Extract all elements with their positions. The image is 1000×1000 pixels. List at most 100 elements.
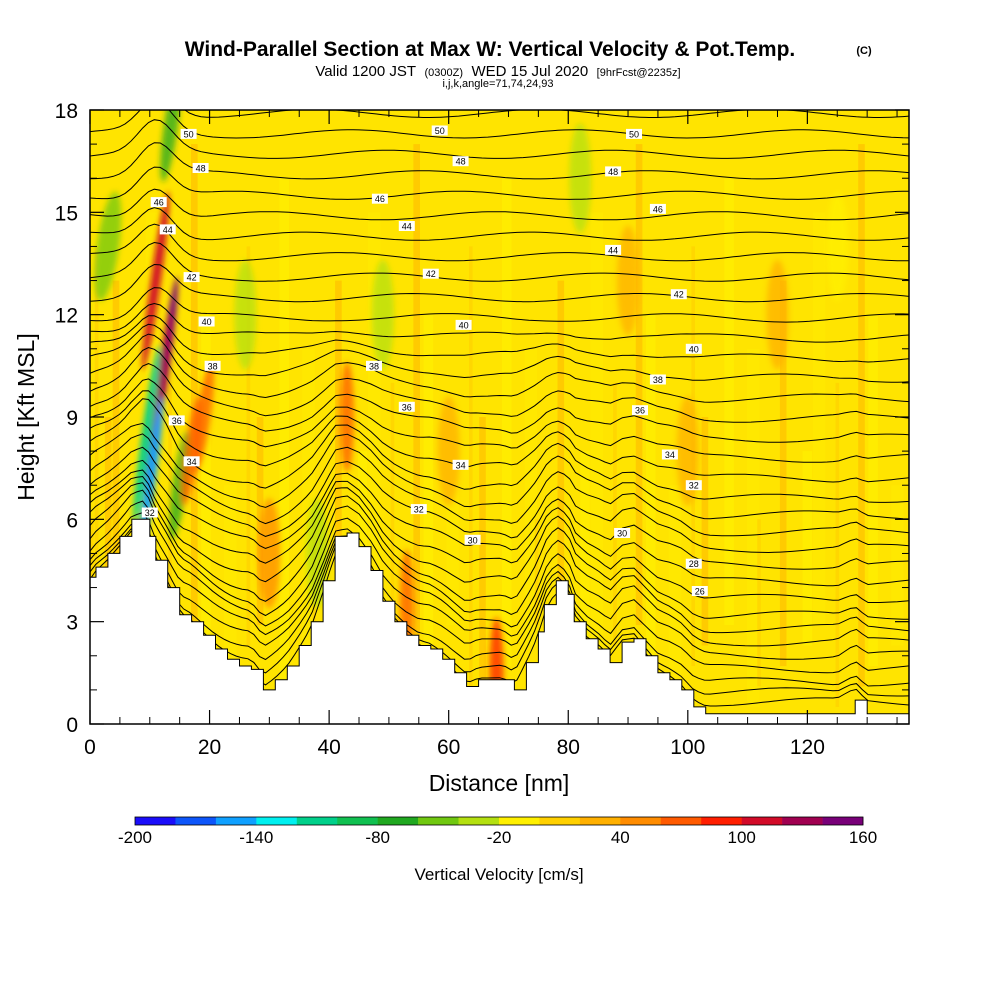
contour-label-bg <box>649 203 666 214</box>
velocity-field <box>90 110 909 714</box>
colorbar-title: Vertical Velocity [cm/s] <box>414 865 583 884</box>
chart-title: Wind-Parallel Section at Max W: Vertical… <box>185 38 796 61</box>
contour-label-bg <box>452 156 469 167</box>
velocity-stripe <box>779 280 787 667</box>
theta-contour <box>90 446 909 554</box>
theta-contour <box>90 110 909 118</box>
theta-contour <box>90 263 909 303</box>
velocity-cell <box>569 123 592 234</box>
colorbar-swatch <box>701 817 742 825</box>
colorbar-swatch <box>215 817 257 825</box>
colorbar-tick-label: -20 <box>487 828 512 847</box>
velocity-stripe <box>701 417 709 646</box>
contour-label-bg <box>150 197 167 208</box>
contour-label-bg <box>204 360 221 371</box>
contour-label-bg <box>192 163 209 173</box>
contour-label: 34 <box>456 460 466 470</box>
theta-contour <box>90 110 909 139</box>
x-axis-label: Distance [nm] <box>429 770 570 796</box>
contour-label: 32 <box>414 505 424 515</box>
contour-label: 48 <box>196 164 206 174</box>
contour-label: 34 <box>187 457 197 467</box>
velocity-stripe <box>747 348 760 707</box>
velocity-stripe <box>868 314 878 666</box>
theta-contour <box>90 241 909 282</box>
contour-label: 42 <box>426 269 436 279</box>
y-axis-label: Height [Kft MSL] <box>13 333 39 500</box>
contour-label-bg <box>605 244 622 255</box>
velocity-stripe <box>891 485 904 646</box>
contour-label: 34 <box>665 450 675 460</box>
contour-label-bg <box>649 374 666 385</box>
contour-label: 48 <box>456 157 466 167</box>
x-tick-label: 60 <box>437 736 460 759</box>
velocity-stripe <box>668 485 682 687</box>
contour-label-bg <box>685 343 702 354</box>
colorbar-tick-label: -140 <box>239 828 273 847</box>
theta-contour <box>90 459 909 570</box>
velocity-cell <box>766 259 789 370</box>
x-tick-label: 20 <box>198 736 221 759</box>
velocity-stripe <box>413 144 420 667</box>
contour-label-bg <box>455 319 472 330</box>
contour-label: 40 <box>459 320 469 330</box>
velocity-stripe <box>469 246 473 707</box>
velocity-stripe <box>246 246 251 646</box>
contour-label: 36 <box>635 406 645 416</box>
contour-label-bg <box>632 405 648 416</box>
colorbar: -200 -140 -80 -20 40 100 160 <box>118 816 877 847</box>
colorbar-swatch <box>256 817 298 825</box>
contour-label: 46 <box>653 204 663 214</box>
theta-contour <box>90 378 909 463</box>
theta-contour <box>90 119 909 159</box>
colorbar-swatch <box>377 817 419 825</box>
contour-label-bg <box>626 128 642 139</box>
theta-contour <box>90 512 909 660</box>
velocity-stripe <box>646 314 656 707</box>
contour-label: 32 <box>145 508 155 518</box>
contour-label-bg <box>670 289 687 300</box>
theta-contour <box>90 323 909 383</box>
velocity-cell <box>94 191 122 301</box>
colorbar-frame <box>134 816 864 826</box>
theta-contour <box>90 363 909 443</box>
x-tick-label: 40 <box>317 736 340 759</box>
colorbar-swatch <box>741 817 783 825</box>
theta-contour <box>90 433 909 537</box>
contour-label: 50 <box>435 126 445 136</box>
contour-label: 48 <box>608 167 618 177</box>
contour-label: 30 <box>617 529 627 539</box>
velocity-stripe <box>534 519 539 625</box>
theta-contour <box>90 482 909 620</box>
velocity-stripe <box>613 382 617 646</box>
contour-label-bg <box>141 507 158 518</box>
velocity-cell <box>826 191 849 302</box>
velocity-stripe <box>812 212 826 626</box>
velocity-stripe <box>423 314 434 646</box>
contour-label-bg <box>464 534 481 545</box>
theta-contour <box>90 520 909 674</box>
theta-contour <box>90 526 909 687</box>
velocity-stripe <box>858 144 865 687</box>
contour-label: 30 <box>468 535 478 545</box>
contour-label: 28 <box>689 559 699 569</box>
colorbar-swatch <box>337 817 378 825</box>
velocity-stripe <box>390 382 395 687</box>
contour-label: 36 <box>172 416 182 426</box>
velocity-stripe <box>557 280 565 707</box>
theta-contour <box>90 287 909 323</box>
theta-contour <box>90 500 909 647</box>
theta-contour <box>90 398 909 503</box>
theta-contour <box>90 223 909 262</box>
colorbar-swatch <box>458 817 500 825</box>
contour-label: 38 <box>369 361 379 371</box>
velocity-cell <box>258 498 281 609</box>
theta-contour <box>90 333 909 403</box>
contour-label: 26 <box>695 587 705 597</box>
velocity-cell <box>371 259 394 370</box>
contour-label: 42 <box>674 290 684 300</box>
colorbar-swatch <box>296 817 338 825</box>
contour-label-bg <box>691 586 708 596</box>
theta-contour <box>90 188 909 221</box>
contour-label-bg <box>605 166 622 177</box>
